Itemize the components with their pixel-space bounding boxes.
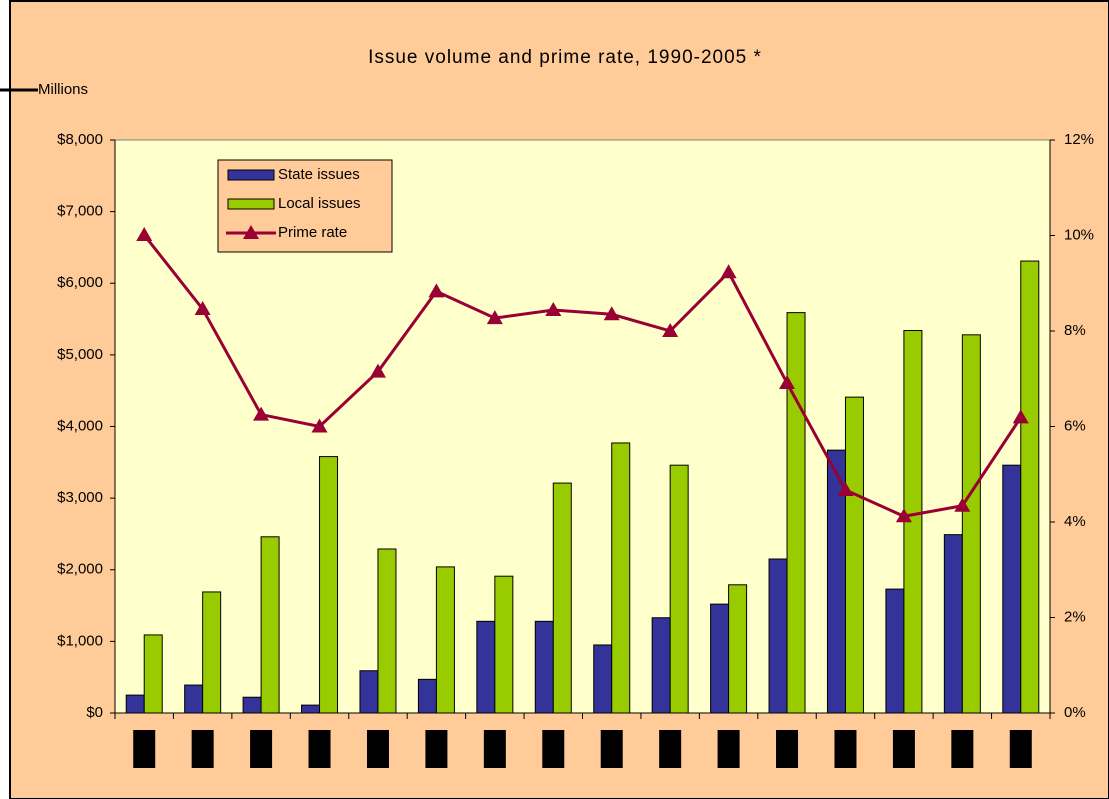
bar xyxy=(534,620,554,714)
bar xyxy=(669,464,689,714)
redacted-label xyxy=(250,730,273,768)
bar xyxy=(1002,464,1022,714)
legend-label: State issues xyxy=(278,166,360,183)
redacted-label xyxy=(659,730,682,768)
redacted-label xyxy=(717,730,740,768)
y-tick-label: $4,000 xyxy=(57,417,103,434)
redacted-label xyxy=(366,730,389,768)
bar xyxy=(143,634,163,714)
bar xyxy=(301,704,321,714)
bar xyxy=(768,558,788,714)
bar xyxy=(651,617,671,714)
bar xyxy=(202,591,222,714)
bar xyxy=(943,534,963,714)
bar xyxy=(1020,260,1040,714)
line-marker xyxy=(369,363,386,378)
redacted-label xyxy=(191,730,214,768)
bar xyxy=(435,566,455,714)
line-marker xyxy=(1012,409,1029,424)
bar xyxy=(242,696,262,714)
bar xyxy=(710,603,730,714)
line-marker xyxy=(311,418,328,433)
redacted-label xyxy=(834,730,857,768)
line-marker xyxy=(662,323,679,337)
y2-tick-label: 8% xyxy=(1064,322,1086,339)
legend-swatch xyxy=(227,169,275,181)
redacted-label xyxy=(892,730,915,768)
y-axis-label: Millions xyxy=(38,81,88,98)
bar xyxy=(494,575,514,714)
y2-tick-label: 10% xyxy=(1064,226,1094,243)
line-marker xyxy=(837,482,854,497)
bar xyxy=(476,620,496,714)
redacted-label xyxy=(776,730,799,768)
line-marker xyxy=(720,264,737,279)
bar xyxy=(377,548,397,714)
redacted-label xyxy=(483,730,506,768)
legend-label: Prime rate xyxy=(278,224,347,241)
bar xyxy=(552,482,572,714)
y-tick-label: $1,000 xyxy=(57,632,103,649)
legend-marker xyxy=(243,225,259,239)
bar xyxy=(611,442,631,714)
redacted-label xyxy=(600,730,623,768)
y-tick-label: $0 xyxy=(86,704,103,721)
line-marker xyxy=(194,301,211,316)
bar xyxy=(728,584,748,714)
y-tick-label: $8,000 xyxy=(57,131,103,148)
bar xyxy=(319,456,339,714)
bar xyxy=(786,312,806,714)
bar xyxy=(184,684,204,714)
redacted-label xyxy=(542,730,565,768)
legend-label: Local issues xyxy=(278,195,361,212)
line-marker xyxy=(486,310,503,325)
line-marker xyxy=(136,227,153,242)
y2-tick-label: 2% xyxy=(1064,608,1086,625)
line-marker xyxy=(545,301,562,316)
bar xyxy=(593,644,613,714)
line-marker xyxy=(253,406,270,421)
redacted-label xyxy=(951,730,974,768)
bar xyxy=(359,670,379,714)
y-tick-label: $3,000 xyxy=(57,489,103,506)
legend-swatch xyxy=(227,198,275,210)
y-tick-label: $5,000 xyxy=(57,346,103,363)
redacted-label xyxy=(1009,730,1032,768)
y2-tick-label: 12% xyxy=(1064,131,1094,148)
bar xyxy=(417,678,437,714)
y2-tick-label: 0% xyxy=(1064,704,1086,721)
bar xyxy=(260,536,280,714)
line-marker xyxy=(779,375,796,390)
line-marker xyxy=(428,283,445,298)
line-marker xyxy=(895,508,912,523)
y-tick-label: $7,000 xyxy=(57,203,103,220)
y-tick-label: $2,000 xyxy=(57,561,103,578)
line-marker xyxy=(954,497,971,512)
bar xyxy=(125,694,145,714)
bar xyxy=(961,334,981,714)
redacted-label xyxy=(308,730,331,768)
bar xyxy=(844,396,864,714)
line xyxy=(143,234,1023,518)
y-tick-label: $6,000 xyxy=(57,274,103,291)
redacted-label xyxy=(425,730,448,768)
redacted-label xyxy=(133,730,156,768)
y2-tick-label: 6% xyxy=(1064,417,1086,434)
y2-tick-label: 4% xyxy=(1064,513,1086,530)
bar xyxy=(885,588,905,714)
line-marker xyxy=(603,306,620,321)
chart-title: Issue volume and prime rate, 1990-2005 * xyxy=(368,47,762,68)
